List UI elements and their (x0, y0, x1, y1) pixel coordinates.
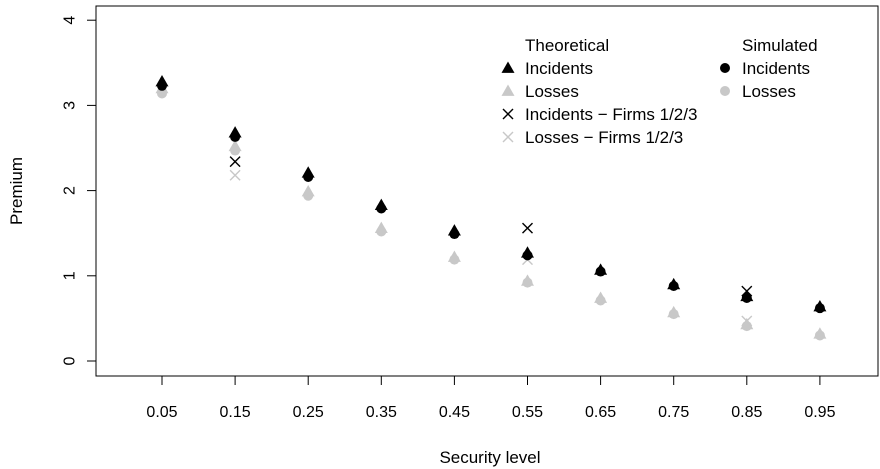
legend-marker (502, 131, 514, 143)
legend-heading: Simulated (742, 36, 818, 55)
sim-incidents-point (595, 266, 606, 277)
legend-label: Incidents − Firms 1/2/3 (525, 105, 697, 124)
firms-losses-point (229, 169, 241, 181)
legend-label: Losses (525, 82, 579, 101)
sim-losses-point (522, 277, 533, 288)
firms-losses-point-stroke (741, 315, 753, 327)
sim-incidents-point (303, 171, 314, 182)
x-tick-label: 0.05 (146, 404, 177, 421)
y-tick-label: 2 (62, 186, 79, 195)
firms-incidents-point (522, 222, 533, 234)
sim-losses-point (668, 309, 679, 320)
x-tick-label: 0.35 (366, 404, 397, 421)
x-tick-label: 0.25 (293, 404, 324, 421)
y-tick-label: 1 (62, 271, 79, 280)
legend-marker (720, 86, 730, 96)
sim-losses-point (376, 226, 387, 237)
legend-label: Incidents (742, 59, 810, 78)
firms-incidents-point (229, 156, 241, 168)
x-tick-label: 0.75 (658, 404, 689, 421)
data-points (155, 75, 827, 341)
sim-incidents-point (157, 80, 167, 91)
x-tick-label: 0.55 (512, 404, 543, 421)
x-tick-label: 0.95 (804, 404, 835, 421)
sim-incidents-point (449, 229, 460, 240)
legend-label: Losses − Firms 1/2/3 (525, 128, 683, 147)
x-axis: 0.05 0.15 0.25 0.35 0.45 0.55 0.65 0.75 0.85 0.95 (146, 375, 836, 421)
legend-marker-stroke (502, 131, 514, 143)
sim-losses-point (595, 295, 606, 306)
legend-label: Incidents (525, 59, 593, 78)
y-tick-label: 3 (62, 101, 79, 110)
y-axis-title: Premium (7, 157, 26, 225)
sim-losses-point (741, 321, 752, 332)
x-axis-title: Security level (439, 448, 540, 467)
x-tick-label: 0.45 (439, 404, 470, 421)
legend-label: Losses (742, 82, 796, 101)
legend-marker (501, 84, 515, 96)
legend-marker-stroke (502, 108, 514, 120)
legend: Theoretical Incidents Losses Incidents − Fi… (501, 36, 818, 147)
legend-heading: Theoretical (525, 36, 609, 55)
legend-marker (720, 63, 730, 73)
x-tick-label: 0.65 (585, 404, 616, 421)
sim-incidents-point (668, 281, 679, 292)
sim-losses-point (814, 330, 825, 341)
x-tick-label: 0.15 (220, 404, 251, 421)
sim-losses-point (230, 145, 241, 156)
sim-losses-point (449, 254, 460, 265)
legend-marker (502, 108, 514, 120)
sim-incidents-point (814, 303, 825, 314)
firms-incidents-point-stroke (522, 222, 533, 234)
sim-incidents-point (522, 250, 533, 261)
firms-incidents-point-stroke (229, 156, 241, 168)
y-axis: 0 1 2 3 4 (62, 16, 97, 365)
firms-losses-point-stroke (229, 169, 241, 181)
y-tick-label: 4 (62, 16, 79, 25)
legend-marker (501, 61, 515, 73)
sim-losses-point (303, 190, 314, 201)
firms-losses-point (741, 315, 753, 327)
sim-incidents-point (376, 203, 387, 214)
sim-incidents-point (230, 131, 241, 142)
firms-incidents-point (741, 285, 753, 297)
y-tick-label: 0 (62, 356, 79, 365)
firms-incidents-point-stroke (741, 285, 753, 297)
sim-losses-point (157, 88, 167, 99)
sim-incidents-point (741, 292, 752, 303)
x-tick-label: 0.85 (731, 404, 762, 421)
